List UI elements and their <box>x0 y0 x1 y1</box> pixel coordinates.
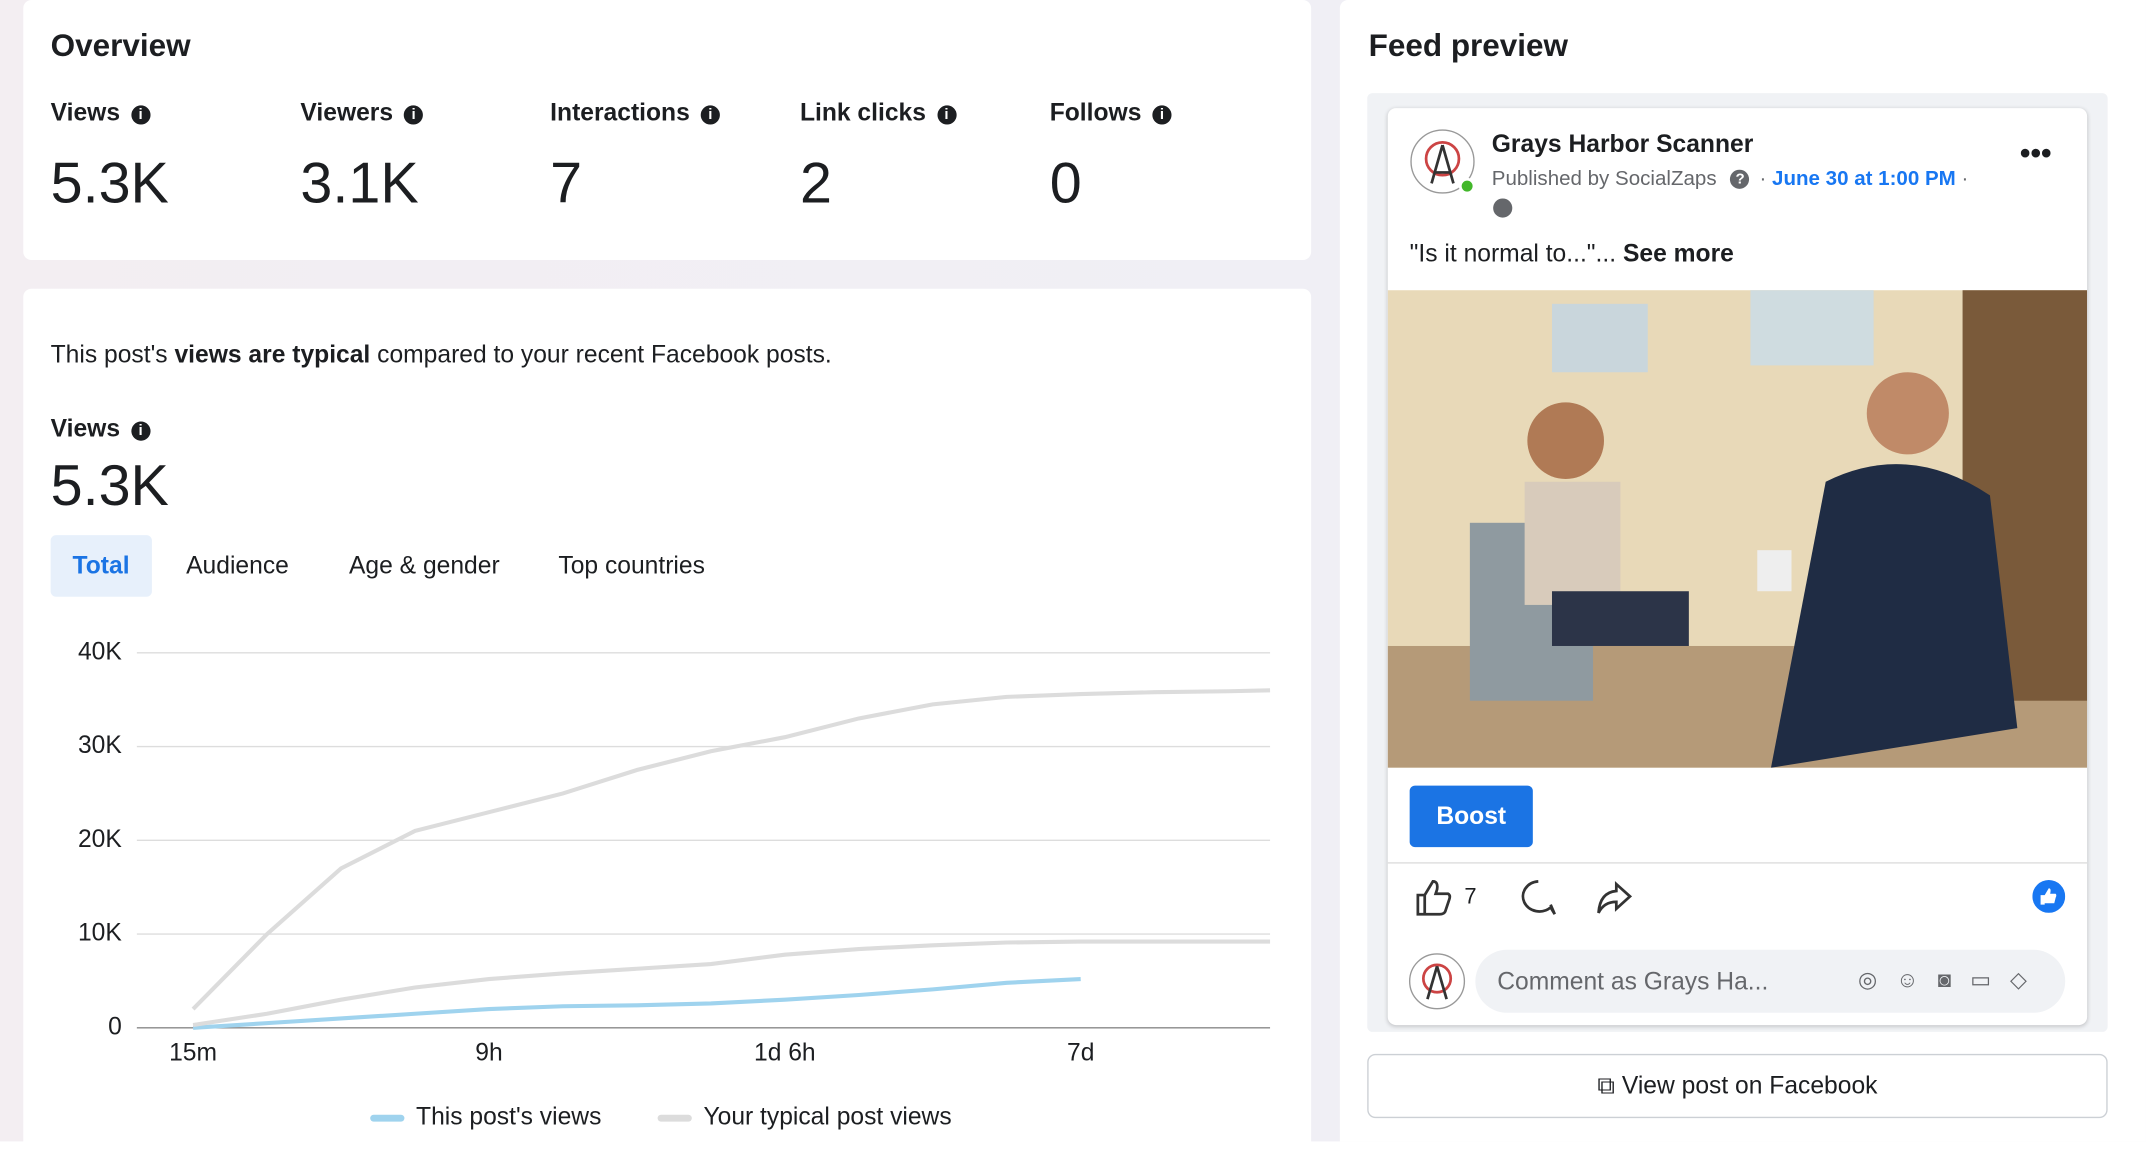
caption: "Is it normal to..."... See more <box>1410 240 1734 269</box>
caption-text: "Is it normal to..."... <box>1409 239 1617 267</box>
comment-placeholder: Comment as Grays Ha... <box>1497 967 1769 995</box>
info-icon[interactable]: i <box>700 105 720 125</box>
legend-label: This post's views <box>416 1104 601 1131</box>
like-count: 7 <box>1464 885 1477 909</box>
info-icon[interactable]: i <box>131 105 151 125</box>
x-tick-label: 7d <box>1067 1039 1094 1066</box>
views-label-text: Views <box>50 414 121 443</box>
more-menu[interactable]: ••• <box>2019 135 2052 170</box>
y-tick-label: 20K <box>78 826 122 853</box>
tab[interactable]: Audience <box>186 551 289 579</box>
globe-icon <box>1493 198 1513 218</box>
series-line <box>191 688 1271 1011</box>
comment-tools[interactable]: ◎☺◙▭◇ <box>1858 968 2047 993</box>
comment-box[interactable]: Comment as Grays Ha... ◎☺◙▭◇ <box>1475 949 2066 1013</box>
y-tick-label: 40K <box>78 638 122 665</box>
view-post-button[interactable]: ⧉ View post on Facebook <box>1367 1053 2108 1119</box>
tab[interactable]: Age & gender <box>348 551 500 579</box>
views-value: 5.3K <box>50 453 169 518</box>
metric-label-text: Views <box>50 98 121 126</box>
post-date[interactable]: June 30 at 1:00 PM <box>1772 166 1956 191</box>
series-line <box>192 977 1081 1030</box>
published-by: Published by SocialZaps <box>1491 166 1717 191</box>
tab[interactable]: Top countries <box>558 551 705 579</box>
info-icon[interactable]: i <box>936 105 957 125</box>
commenter-avatar <box>1408 953 1466 1010</box>
info-icon[interactable]: i <box>404 105 424 125</box>
summary: This post's views are typical compared t… <box>51 341 832 370</box>
metric-label-text: Link clicks <box>799 98 926 126</box>
metric-value: 7 <box>550 150 583 215</box>
avatar <box>1410 129 1476 195</box>
views-label: Views i <box>51 415 151 444</box>
metric-label: Follows i <box>1050 99 1172 128</box>
summary-end: compared to your recent Facebook posts. <box>370 340 832 369</box>
series-line <box>192 939 1271 1028</box>
boost-button[interactable]: Boost <box>1409 785 1533 848</box>
x-tick-label: 15m <box>169 1039 217 1066</box>
metric-label: Views i <box>51 99 151 128</box>
metric-label-text: Interactions <box>550 98 690 126</box>
share-icon[interactable] <box>1593 877 1634 918</box>
post-image[interactable] <box>1387 290 2088 768</box>
tab[interactable]: Total <box>50 535 152 597</box>
metric-value: 5.3K <box>50 150 169 215</box>
post-meta: Published by SocialZaps ? · June 30 at 1… <box>1491 166 1969 191</box>
divider <box>1387 862 2088 864</box>
comment-icon[interactable] <box>1518 877 1559 918</box>
metric-value: 0 <box>1049 150 1082 215</box>
post: Grays Harbor Scanner Published by Social… <box>1387 108 2088 1026</box>
info-icon[interactable]: i <box>1152 105 1172 125</box>
legend-label: Your typical post views <box>703 1104 951 1131</box>
page-name[interactable]: Grays Harbor Scanner <box>1491 130 1754 158</box>
summary-bold: views are typical <box>174 340 371 369</box>
metric-label: Viewers i <box>300 98 424 128</box>
overview-title: Overview <box>50 27 191 63</box>
metric-label: Interactions i <box>550 99 720 128</box>
metric-label-text: Follows <box>1049 98 1142 126</box>
metric-value: 3.1K <box>300 150 419 215</box>
feed-card: Feed preview Grays Harbor Scanner Publis… <box>1339 0 2146 1142</box>
metric-label-text: Viewers <box>300 98 394 126</box>
views-chart: 0 10K 20K 30K 40K 15m 9h 1d 6h 7d This post's vie… <box>78 638 1271 1131</box>
view-post-text: View post on Facebook <box>1621 1071 1878 1099</box>
overview-card: Overview Views i 5.3K Viewers i 3.1K Interacti… <box>23 0 1312 261</box>
y-tick-label: 30K <box>78 732 122 759</box>
metric-value: 2 <box>799 150 832 215</box>
like-icon[interactable] <box>1412 877 1453 918</box>
help-icon[interactable]: ? <box>1730 169 1750 189</box>
x-tick-label: 9h <box>475 1039 502 1066</box>
info-icon[interactable]: i <box>131 421 151 441</box>
y-tick-label: 10K <box>78 920 122 947</box>
summary-start: This post's <box>50 340 175 369</box>
feed-title: Feed preview <box>1368 27 1569 63</box>
y-tick-label: 0 <box>108 1013 122 1040</box>
see-more[interactable]: See more <box>1622 239 1734 267</box>
reaction-icon <box>2032 880 2066 913</box>
metric-label: Link clicks i <box>799 98 957 128</box>
x-tick-label: 1d 6h <box>754 1039 816 1066</box>
